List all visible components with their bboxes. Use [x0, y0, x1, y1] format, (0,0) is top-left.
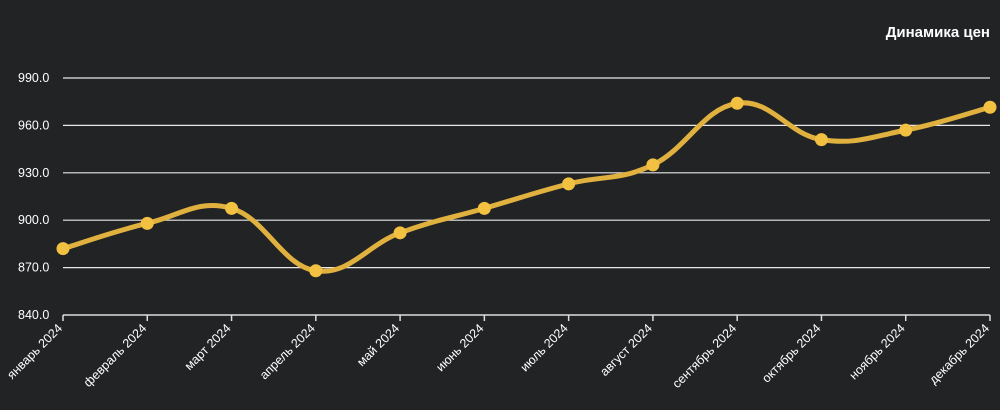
y-tick-label: 960.0 — [18, 118, 49, 132]
data-point[interactable] — [814, 133, 828, 147]
series-line — [60, 100, 993, 274]
x-tick-label: сентябрь 2024 — [670, 321, 740, 391]
data-point[interactable] — [730, 96, 744, 110]
y-tick-label: 930.0 — [18, 166, 49, 180]
x-tick-label: август 2024 — [597, 321, 655, 379]
y-tick-label: 990.0 — [18, 71, 49, 85]
x-tick-label: декабрь 2024 — [926, 321, 992, 387]
data-point[interactable] — [56, 242, 70, 256]
y-tick-label: 900.0 — [18, 213, 49, 227]
data-point[interactable] — [983, 100, 997, 114]
x-tick-label: ноябрь 2024 — [847, 321, 908, 382]
y-tick-label: 870.0 — [18, 261, 49, 275]
x-tick-label: июнь 2024 — [433, 321, 486, 374]
data-point[interactable] — [477, 201, 491, 215]
data-point[interactable] — [309, 264, 323, 278]
x-tick-label: апрель 2024 — [257, 321, 318, 382]
x-tick-label: июль 2024 — [518, 321, 571, 374]
x-tick-label: май 2024 — [354, 321, 402, 369]
data-point[interactable] — [393, 226, 407, 240]
x-tick-label: март 2024 — [182, 321, 234, 373]
x-tick-label: февраль 2024 — [81, 321, 150, 390]
x-tick-label: октябрь 2024 — [759, 321, 823, 385]
data-point[interactable] — [646, 158, 660, 172]
data-point[interactable] — [140, 216, 154, 230]
data-point[interactable] — [899, 123, 913, 137]
data-point[interactable] — [225, 201, 239, 215]
data-point[interactable] — [562, 177, 576, 191]
chart-title: Динамика цен — [886, 24, 990, 41]
x-tick-label: январь 2024 — [4, 321, 65, 382]
y-tick-label: 840.0 — [18, 308, 49, 322]
